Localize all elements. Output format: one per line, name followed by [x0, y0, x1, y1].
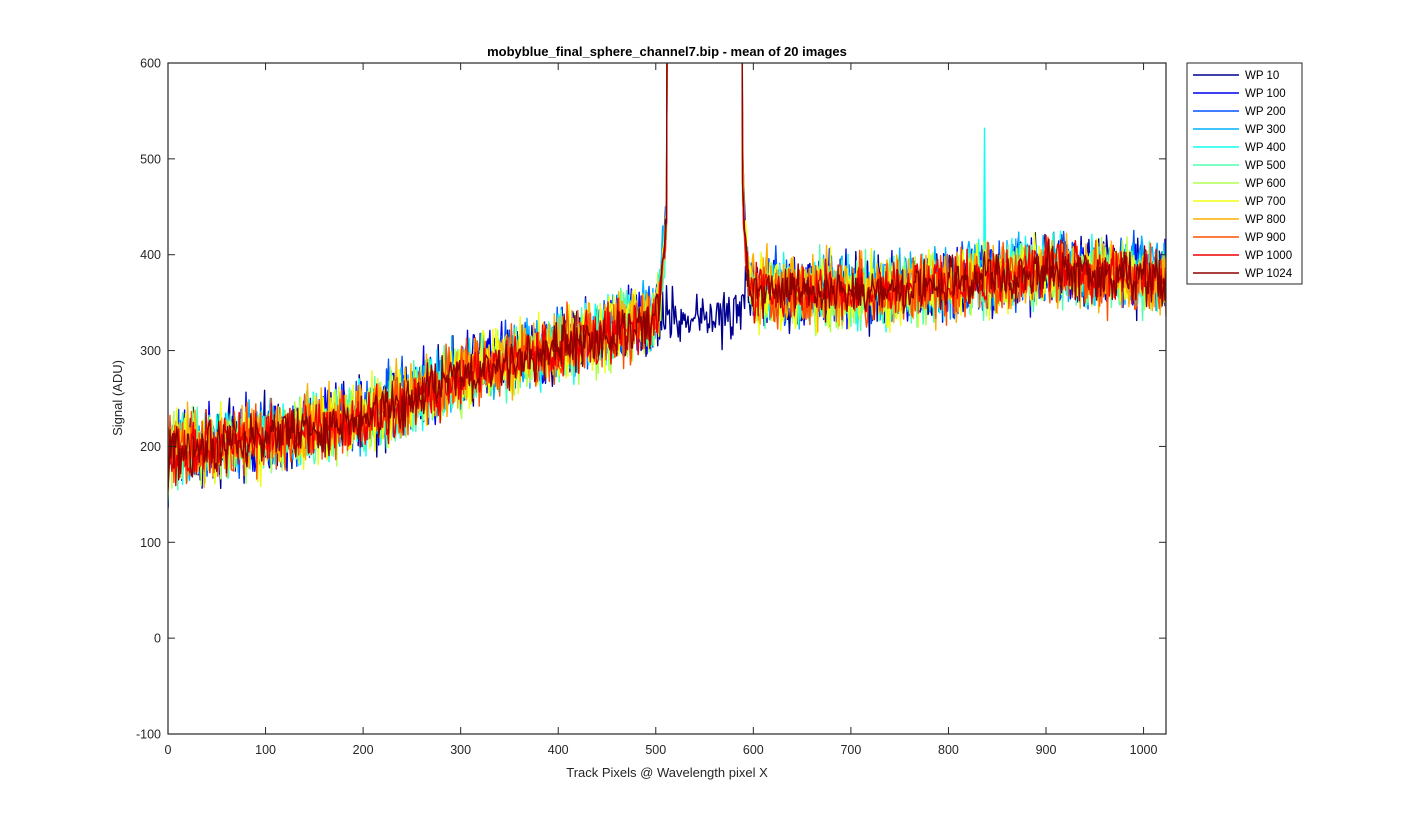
series-line	[168, 63, 1166, 488]
series-group	[168, 63, 1166, 509]
legend-entry-label: WP 800	[1245, 214, 1286, 226]
legend-entry-label: WP 200	[1245, 106, 1286, 118]
y-tick-label: 0	[154, 632, 161, 646]
x-tick-label: 200	[353, 743, 374, 757]
x-tick-label: 100	[255, 743, 276, 757]
y-tick-label: 500	[140, 152, 161, 166]
x-tick-label: 500	[645, 743, 666, 757]
y-tick-label: 400	[140, 248, 161, 262]
y-tick-label: 100	[140, 536, 161, 550]
x-tick-label: 900	[1036, 743, 1057, 757]
y-tick-label: 300	[140, 344, 161, 358]
x-tick-label: 400	[548, 743, 569, 757]
legend-entry-label: WP 100	[1245, 88, 1286, 100]
legend-entry-label: WP 500	[1245, 160, 1286, 172]
plot-area: 0 100 200 300 400 500 600 700 800 900 1000 -100 0 100…	[136, 57, 1167, 757]
y-tick-label: 200	[140, 440, 161, 454]
x-tick-label: 600	[743, 743, 764, 757]
x-tick-label: 700	[840, 743, 861, 757]
legend-items: WP 10 WP 100 WP 200 WP 300 WP 400 WP 500 WP 60…	[1193, 70, 1293, 280]
legend[interactable]: WP 10 WP 100 WP 200 WP 300 WP 400 WP 500 WP 60…	[1186, 62, 1303, 285]
ticks-group: 0 100 200 300 400 500 600 700 800 900 1000 -100 0 100…	[136, 57, 1166, 757]
x-tick-label: 1000	[1130, 743, 1158, 757]
chart-title: mobyblue_final_sphere_channel7.bip - mea…	[487, 44, 847, 59]
x-tick-label: 300	[450, 743, 471, 757]
legend-entry-label: WP 1024	[1245, 268, 1293, 280]
legend-entry-label: WP 300	[1245, 124, 1286, 136]
legend-entry-label: WP 700	[1245, 196, 1286, 208]
legend-entry-label: WP 900	[1245, 232, 1286, 244]
legend-box	[1186, 62, 1303, 285]
y-tick-label: 600	[140, 57, 161, 71]
axes-box	[167, 62, 1167, 735]
x-axis-label: Track Pixels @ Wavelength pixel X	[566, 765, 768, 780]
legend-entry-label: WP 400	[1245, 142, 1286, 154]
x-tick-label: 800	[938, 743, 959, 757]
y-axis-label: Signal (ADU)	[110, 360, 125, 436]
legend-entry-label: WP 10	[1245, 70, 1279, 82]
x-tick-label: 0	[165, 743, 172, 757]
y-tick-label: -100	[136, 728, 161, 742]
legend-entry-label: WP 1000	[1245, 250, 1292, 262]
series-line	[168, 63, 1166, 490]
legend-entry-label: WP 600	[1245, 178, 1286, 190]
